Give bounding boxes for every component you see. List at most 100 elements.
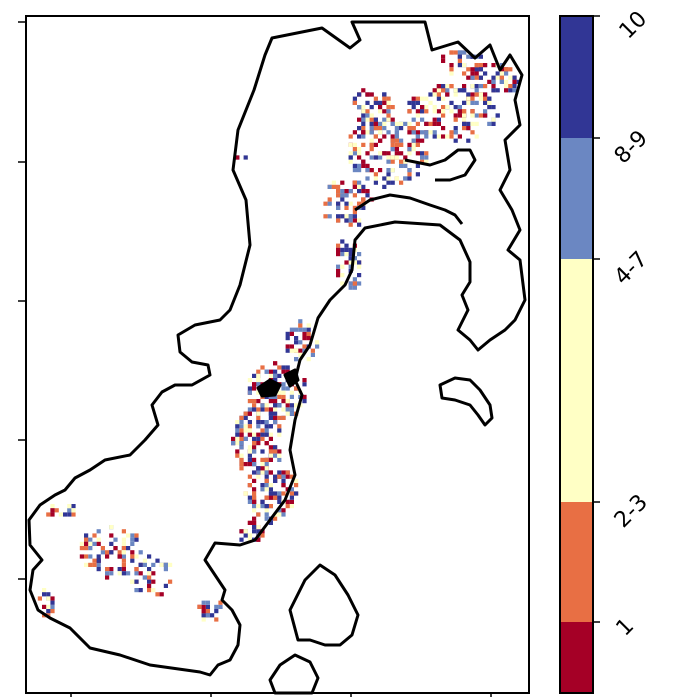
data-cell — [415, 121, 420, 126]
data-cell — [117, 554, 122, 559]
data-cell — [147, 575, 152, 580]
data-cell — [134, 567, 139, 572]
data-cell — [235, 420, 240, 425]
data-cell — [457, 109, 462, 114]
data-cell — [390, 134, 395, 139]
data-cell — [54, 508, 59, 513]
data-cell — [256, 436, 261, 441]
data-cell — [277, 415, 282, 420]
data-cell — [256, 432, 261, 437]
data-cell — [432, 134, 437, 139]
data-cell — [277, 470, 282, 475]
data-cell — [348, 134, 353, 139]
colorbar: 10 8-9 4-7 2-3 1 — [559, 7, 653, 694]
data-cell — [289, 348, 294, 353]
data-cell — [121, 558, 126, 563]
data-cell — [470, 75, 475, 80]
data-cell — [67, 508, 72, 513]
data-cell — [247, 453, 252, 458]
data-cell — [407, 168, 412, 173]
data-cell — [243, 462, 248, 467]
data-cell — [386, 151, 391, 156]
data-cell — [205, 609, 210, 614]
data-cell — [323, 214, 328, 219]
data-cell — [474, 134, 479, 139]
data-cell — [403, 176, 408, 181]
data-cell — [109, 550, 114, 555]
data-cell — [264, 516, 269, 521]
data-cell — [252, 487, 257, 492]
data-cell — [138, 571, 143, 576]
colorbar-segment-8-9 — [560, 138, 593, 259]
data-cell — [399, 121, 404, 126]
data-cell — [260, 403, 265, 408]
data-cell — [378, 100, 383, 105]
data-cell — [361, 205, 366, 210]
data-cell — [466, 75, 471, 80]
data-cell — [294, 357, 299, 362]
data-cell — [365, 113, 370, 118]
data-cell — [361, 134, 366, 139]
data-cell — [378, 105, 383, 110]
colorbar-label-4-7: 4-7 — [610, 247, 653, 290]
data-cell — [298, 348, 303, 353]
data-cell — [247, 533, 252, 538]
data-cell — [84, 533, 89, 538]
data-cell — [105, 550, 110, 555]
data-cell — [386, 130, 391, 135]
data-cell — [474, 71, 479, 76]
data-cell — [487, 105, 492, 110]
data-cell — [260, 487, 265, 492]
data-cell — [441, 105, 446, 110]
data-cell — [508, 84, 513, 89]
data-cell — [512, 75, 517, 80]
data-cell — [235, 441, 240, 446]
data-cell — [399, 151, 404, 156]
data-cell — [352, 163, 357, 168]
data-cell — [256, 399, 261, 404]
island-south — [288, 563, 360, 647]
data-cell — [369, 105, 374, 110]
data-cell — [126, 546, 131, 551]
data-cell — [205, 604, 210, 609]
data-cell — [289, 487, 294, 492]
data-cell — [268, 445, 273, 450]
data-cell — [382, 109, 387, 114]
data-cell — [344, 252, 349, 257]
data-cell — [390, 147, 395, 152]
data-cell — [252, 445, 257, 450]
data-cell — [281, 470, 286, 475]
data-cell — [247, 457, 252, 462]
data-cell — [273, 449, 278, 454]
data-cell — [373, 96, 378, 101]
data-cell — [264, 441, 269, 446]
data-cell — [386, 109, 391, 114]
data-cell — [285, 365, 290, 370]
data-cell — [386, 117, 391, 122]
data-cell — [260, 365, 265, 370]
map-frame — [25, 15, 530, 694]
data-cell — [411, 105, 416, 110]
colorbar-label-10: 10 — [615, 7, 652, 44]
colorbar-ticks — [593, 15, 600, 623]
data-cell — [365, 176, 370, 181]
data-cell — [294, 483, 299, 488]
data-cell — [243, 428, 248, 433]
data-cell — [273, 411, 278, 416]
data-cell — [121, 554, 126, 559]
data-cell — [424, 134, 429, 139]
data-cell — [235, 424, 240, 429]
data-cell — [256, 373, 261, 378]
data-cell — [415, 113, 420, 118]
data-cell — [281, 386, 286, 391]
data-cell — [415, 109, 420, 114]
data-cell — [441, 126, 446, 131]
data-cell — [247, 495, 252, 500]
data-cell — [285, 407, 290, 412]
data-cell — [449, 71, 454, 76]
data-cell — [147, 583, 152, 588]
data-cell — [411, 147, 416, 152]
data-cell — [117, 571, 122, 576]
data-cell — [470, 84, 475, 89]
